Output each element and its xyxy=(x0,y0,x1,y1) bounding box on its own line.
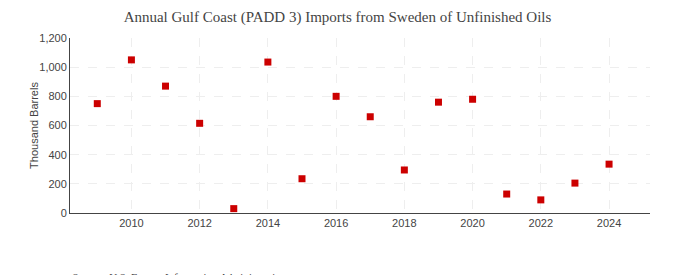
svg-text:2024: 2024 xyxy=(597,217,621,229)
svg-text:Source: U.S. Energy Informatio: Source: U.S. Energy Information Administ… xyxy=(72,271,286,275)
svg-text:2018: 2018 xyxy=(392,217,416,229)
svg-text:0: 0 xyxy=(61,207,67,219)
svg-text:1,000: 1,000 xyxy=(39,61,67,73)
svg-text:400: 400 xyxy=(48,149,66,161)
svg-text:2020: 2020 xyxy=(460,217,484,229)
svg-text:Thousand Barrels: Thousand Barrels xyxy=(28,82,40,169)
svg-text:2012: 2012 xyxy=(187,217,211,229)
svg-text:1,200: 1,200 xyxy=(39,32,67,44)
svg-text:2014: 2014 xyxy=(256,217,280,229)
svg-text:2022: 2022 xyxy=(529,217,553,229)
svg-text:Annual Gulf Coast (PADD 3) Imp: Annual Gulf Coast (PADD 3) Imports from … xyxy=(124,9,552,26)
svg-text:2016: 2016 xyxy=(324,217,348,229)
svg-text:800: 800 xyxy=(48,90,66,102)
svg-text:200: 200 xyxy=(48,178,66,190)
svg-text:600: 600 xyxy=(48,119,66,131)
svg-text:2010: 2010 xyxy=(119,217,143,229)
